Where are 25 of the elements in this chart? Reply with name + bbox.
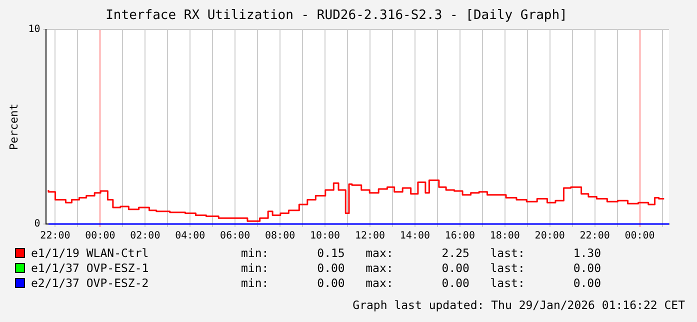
x-tick-label: 08:00 — [265, 230, 296, 242]
x-tick-label: 00:00 — [85, 230, 116, 242]
y-tick-label: 10 — [28, 24, 40, 36]
text: min: 0.00 max: 0.00 last: 0.00 — [241, 276, 602, 290]
x-tick-label: 16:00 — [444, 230, 475, 242]
legend-label: e1/1/37 OVP-ESZ-1 — [31, 260, 150, 274]
x-tick-label: 10:00 — [310, 230, 340, 242]
x-tick-label: 22:00 — [40, 230, 70, 242]
text: Graph last updated: Thu 29/Jan/2026 01:16:22 CET — [352, 298, 686, 312]
text: min: 0.15 max: 2.25 last: 1.30 — [241, 246, 602, 260]
x-tick-label: 14:00 — [400, 230, 430, 242]
x-tick-label: 02:00 — [130, 230, 160, 242]
y-axis-title: Percent — [7, 104, 20, 150]
x-tick-label: 22:00 — [580, 230, 610, 242]
legend-label: e2/1/37 OVP-ESZ-2 — [31, 276, 150, 290]
x-tick-label: 20:00 — [534, 230, 565, 242]
x-tick-label: 12:00 — [354, 230, 386, 242]
x-tick-label: 00:00 — [624, 230, 655, 242]
y-tick-label: 0 — [34, 218, 40, 230]
chart-title: Interface RX Utilization - RUD26-2.316-S2.3 - [Daily Graph] — [106, 8, 568, 24]
legend-label: e1/1/19 WLAN-Ctrl — [31, 246, 150, 260]
text: min: 0.00 max: 0.00 last: 0.00 — [241, 260, 602, 274]
x-tick-label: 04:00 — [175, 230, 206, 242]
x-tick-label: 18:00 — [490, 230, 520, 242]
x-tick-label: 06:00 — [220, 230, 250, 242]
